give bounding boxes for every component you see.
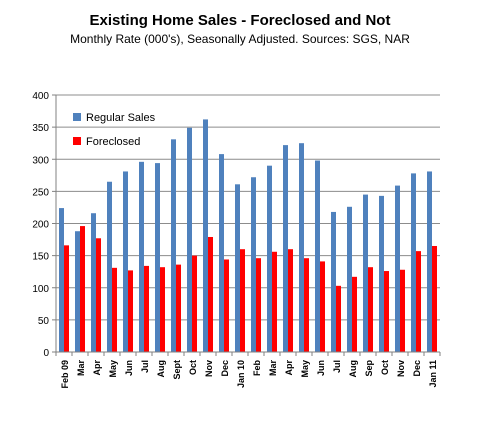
x-tick-label: Mar xyxy=(268,360,278,377)
legend-swatch-regular-sales xyxy=(73,113,81,121)
regular-sales-bar xyxy=(395,185,400,352)
regular-sales-bar xyxy=(59,208,64,352)
regular-sales-bar xyxy=(331,211,336,352)
foreclosed-bar xyxy=(432,245,437,352)
regular-sales-bar xyxy=(379,195,384,352)
foreclosed-bar xyxy=(112,267,117,352)
x-tick-label: Jan 10 xyxy=(236,360,246,388)
x-tick-label: Oct xyxy=(188,360,198,375)
foreclosed-bar xyxy=(256,258,261,352)
x-tick-label: Jul xyxy=(140,360,150,373)
gridlines xyxy=(56,94,440,321)
y-axis-ticks: 0 50 100 150 200 250 300 350 400 xyxy=(32,91,56,359)
x-tick-label: Dec xyxy=(412,360,422,377)
x-tick-label: Oct xyxy=(380,360,390,375)
y-tick-label: 400 xyxy=(32,91,49,102)
x-tick-label: Sept xyxy=(172,360,182,380)
foreclosed-bar xyxy=(160,267,165,352)
foreclosed-bar xyxy=(336,285,341,352)
x-tick-label: Sep xyxy=(364,360,374,377)
foreclosed-bar xyxy=(416,251,421,352)
foreclosed-bar xyxy=(96,238,101,352)
x-tick-label: Nov xyxy=(204,360,214,377)
regular-sales-bar xyxy=(315,160,320,352)
x-tick-label: Apr xyxy=(92,360,102,376)
foreclosed-bar xyxy=(352,276,357,352)
x-tick-label: Feb 09 xyxy=(60,360,70,389)
foreclosed-bar xyxy=(144,265,149,352)
regular-sales-bar xyxy=(411,173,416,352)
x-tick-label: Aug xyxy=(348,360,358,378)
regular-sales-bar xyxy=(251,177,256,352)
x-tick-label: Dec xyxy=(220,360,230,377)
foreclosed-bar xyxy=(80,226,85,352)
x-tick-label: May xyxy=(300,360,310,378)
bars xyxy=(59,119,437,352)
foreclosed-bar xyxy=(176,264,181,352)
foreclosed-bar xyxy=(400,269,405,352)
x-tick-label: Feb xyxy=(252,360,262,377)
y-tick-label: 100 xyxy=(32,284,49,295)
regular-sales-bar xyxy=(75,231,80,352)
foreclosed-bar xyxy=(384,271,389,352)
x-tick-label: Apr xyxy=(284,360,294,376)
x-tick-label: Nov xyxy=(396,360,406,377)
y-tick-label: 350 xyxy=(32,123,49,134)
y-tick-label: 300 xyxy=(32,155,49,166)
regular-sales-bar xyxy=(139,161,144,352)
chart-title: Existing Home Sales - Foreclosed and Not xyxy=(89,12,391,29)
foreclosed-bar xyxy=(288,249,293,352)
legend-label-regular-sales: Regular Sales xyxy=(86,112,156,124)
y-tick-label: 250 xyxy=(32,187,49,198)
regular-sales-bar xyxy=(283,145,288,352)
foreclosed-bar xyxy=(64,245,69,352)
regular-sales-bar xyxy=(363,194,368,352)
foreclosed-bar xyxy=(272,251,277,352)
regular-sales-bar xyxy=(299,143,304,352)
regular-sales-bar xyxy=(267,165,272,352)
regular-sales-bar xyxy=(219,154,224,352)
x-tick-label: Jun xyxy=(316,360,326,376)
regular-sales-bar xyxy=(235,184,240,352)
foreclosed-bar xyxy=(320,261,325,352)
x-tick-label: Mar xyxy=(76,360,86,377)
regular-sales-bar xyxy=(347,206,352,352)
regular-sales-bar xyxy=(203,119,208,352)
x-tick-label: Jan 11 xyxy=(428,360,438,388)
y-tick-label: 50 xyxy=(38,316,50,327)
legend: Regular Sales Foreclosed xyxy=(73,112,156,148)
regular-sales-bar xyxy=(91,213,96,352)
foreclosed-bar xyxy=(208,236,213,352)
y-tick-label: 200 xyxy=(32,220,49,231)
x-tick-label: Jun xyxy=(124,360,134,376)
regular-sales-bar xyxy=(187,127,192,352)
regular-sales-bar xyxy=(427,171,432,352)
legend-swatch-foreclosed xyxy=(73,137,81,145)
foreclosed-bar xyxy=(224,259,229,352)
foreclosed-bar xyxy=(368,267,373,352)
foreclosed-bar xyxy=(240,249,245,352)
foreclosed-bar xyxy=(128,270,133,352)
y-tick-label: 150 xyxy=(32,252,49,263)
y-tick-label: 0 xyxy=(43,348,49,359)
foreclosed-bar xyxy=(192,255,197,352)
legend-label-foreclosed: Foreclosed xyxy=(86,136,140,148)
foreclosed-bar xyxy=(304,258,309,352)
x-tick-label: May xyxy=(108,360,118,378)
regular-sales-bar xyxy=(123,171,128,352)
regular-sales-bar xyxy=(155,163,160,352)
regular-sales-bar xyxy=(171,139,176,352)
x-axis-ticks: Feb 09 Mar Apr May Jun Jul Aug Sept Oct Nov Dec Jan… xyxy=(55,352,441,389)
x-tick-label: Jul xyxy=(332,360,342,373)
regular-sales-bar xyxy=(107,181,112,352)
x-tick-label: Aug xyxy=(156,360,166,378)
chart-subtitle: Monthly Rate (000's), Seasonally Adjuste… xyxy=(70,32,410,46)
